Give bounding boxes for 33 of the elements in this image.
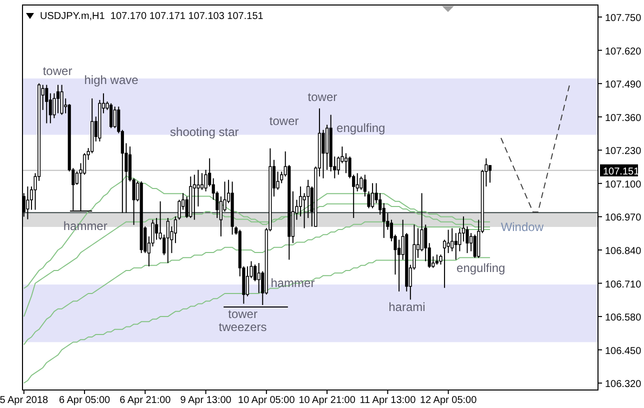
y-tick-label: 106.840 (605, 246, 642, 257)
y-tick-label: 107.230 (605, 146, 642, 158)
x-tick-label: 10 Apr 05:00 (238, 395, 296, 406)
annotation: high wave (84, 73, 139, 87)
annotation: engulfing (336, 121, 386, 135)
y-tick-label: 106.970 (605, 212, 642, 224)
y-tick-label: 107.620 (605, 46, 642, 58)
y-tick-label: 106.320 (605, 379, 642, 390)
ref-line-label: 107.151 (603, 166, 640, 178)
x-tick-label: 12 Apr 05:00 (420, 395, 478, 406)
y-tick-label: 106.450 (605, 346, 642, 357)
annotation: tower (228, 307, 258, 321)
x-tick-label: 9 Apr 13:00 (180, 395, 232, 406)
x-tick-label: 6 Apr 05:00 (58, 395, 111, 406)
y-tick-label: 106.580 (605, 312, 642, 324)
annotation: tower (308, 90, 338, 104)
annotation: engulfing (456, 261, 506, 275)
text: Window (500, 220, 544, 234)
annotation: tower (269, 114, 299, 128)
y-tick-label: 107.750 (605, 13, 642, 24)
text: USDJPY.m,H1 107.170 107.171 107.103 107.151 (40, 11, 264, 22)
annotation: harami (388, 300, 426, 314)
y-tick-label: 107.490 (605, 80, 642, 91)
y-tick-label: 107.360 (605, 112, 642, 124)
x-tick-label: 5 Apr 2018 (0, 395, 49, 406)
y-tick-label: 106.710 (605, 279, 642, 290)
x-tick-label: 10 Apr 21:00 (298, 395, 356, 406)
annotation: tower (42, 64, 72, 78)
annotation: tweezers (218, 320, 267, 334)
x-tick-label: 6 Apr 21:00 (120, 395, 172, 406)
x-tick-label: 11 Apr 13:00 (360, 395, 416, 406)
y-tick-label: 107.100 (605, 179, 642, 190)
annotation: shooting star (170, 125, 239, 139)
